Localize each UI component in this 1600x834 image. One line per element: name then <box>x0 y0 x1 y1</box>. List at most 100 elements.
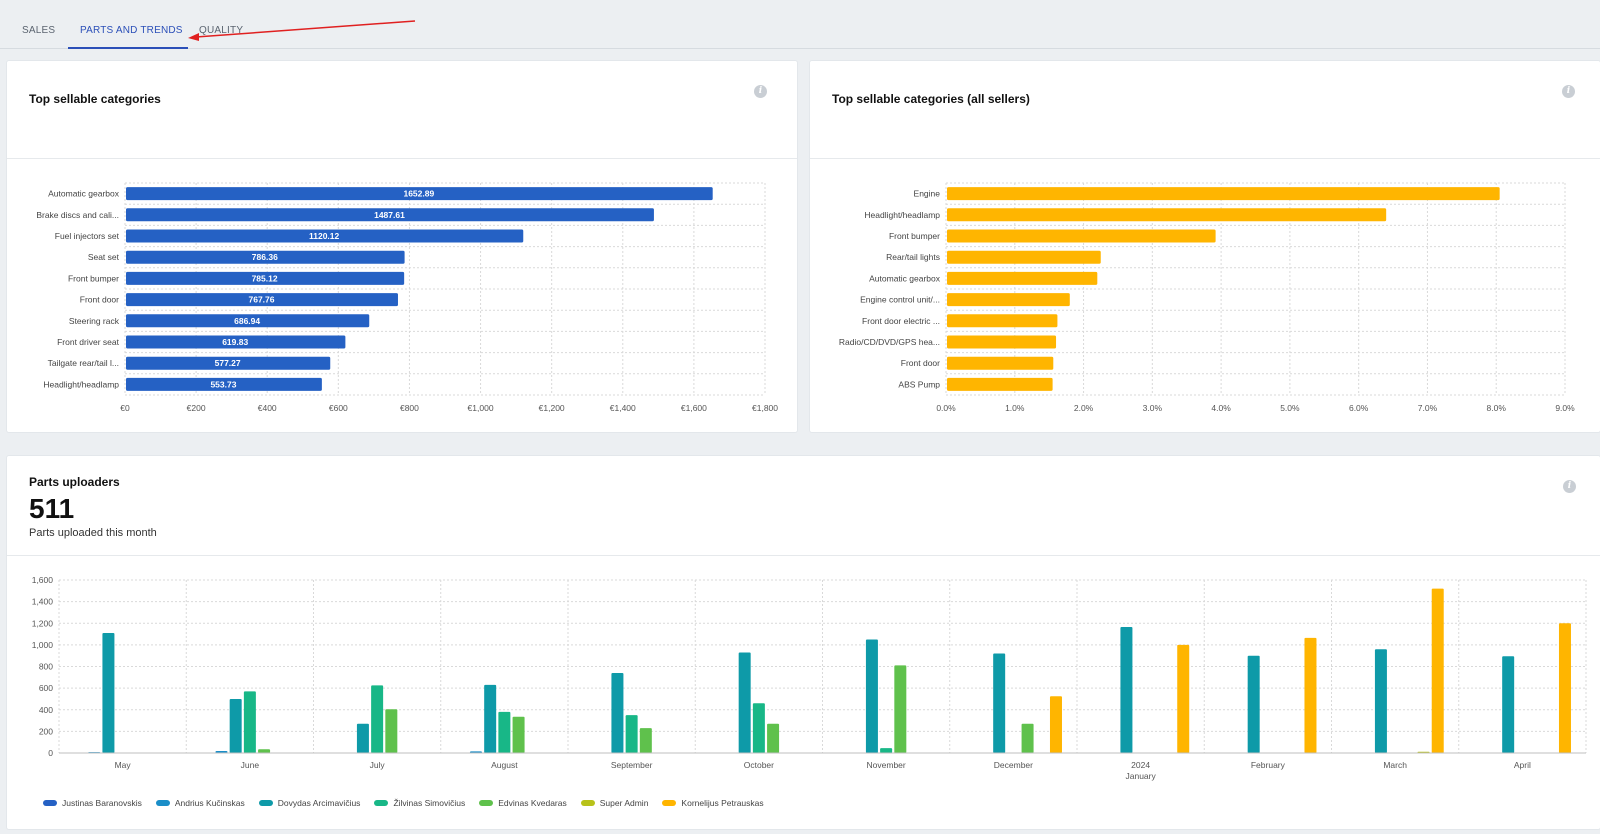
x-tick-label: €400 <box>258 403 277 413</box>
bar[interactable] <box>371 685 384 753</box>
top-categories-chart: €0 €200 €400 €600 €800 €1,000 €1,200 €1,400 €1,6… <box>36 182 778 413</box>
legend-item[interactable]: Kornelijus Petrauskas <box>662 798 764 808</box>
y-tick-label: 1,200 <box>32 618 54 628</box>
card-title: Top sellable categories (all sellers) <box>832 92 1030 106</box>
category-label: Front bumper <box>889 231 940 241</box>
info-icon[interactable]: i <box>754 85 767 98</box>
legend-item[interactable]: Žilvinas Simovičius <box>374 798 465 808</box>
bar[interactable] <box>894 665 907 753</box>
bar[interactable] <box>126 208 654 222</box>
y-tick-label: 0 <box>48 748 53 758</box>
bar[interactable] <box>126 356 331 370</box>
x-tick-label: 4.0% <box>1211 403 1231 413</box>
bar[interactable] <box>229 698 242 753</box>
bar[interactable] <box>767 723 780 753</box>
bar[interactable] <box>102 632 115 753</box>
tab-parts-and-trends[interactable]: PARTS AND TRENDS <box>80 25 183 36</box>
bar[interactable] <box>639 728 652 753</box>
tab-sales[interactable]: SALES <box>22 25 56 36</box>
x-tick-label: 7.0% <box>1418 403 1438 413</box>
category-label: Radio/CD/DVD/GPS hea... <box>839 337 940 347</box>
x-tick-label: March <box>1383 760 1407 770</box>
x-tick-label: April <box>1514 760 1531 770</box>
bar[interactable] <box>126 335 346 349</box>
legend-swatch <box>43 800 57 806</box>
bar[interactable] <box>752 703 765 753</box>
x-tick-label: 8.0% <box>1487 403 1507 413</box>
y-tick-label: 400 <box>39 705 53 715</box>
legend-item[interactable]: Dovydas Arcimavičius <box>258 798 360 808</box>
category-label: Engine control unit/... <box>860 295 940 305</box>
bar[interactable] <box>625 715 638 753</box>
category-label: Front door <box>901 358 940 368</box>
bar[interactable] <box>126 293 398 307</box>
bar-data-label: 1652.89 <box>403 189 434 199</box>
bar[interactable] <box>1304 637 1317 753</box>
x-tick-label: €800 <box>400 403 419 413</box>
bar[interactable] <box>611 672 624 753</box>
legend-swatch <box>155 800 170 806</box>
bar[interactable] <box>947 271 1098 285</box>
bar[interactable] <box>126 250 405 264</box>
bar[interactable] <box>126 314 370 328</box>
bar[interactable] <box>947 187 1500 201</box>
bar[interactable] <box>126 187 713 201</box>
bar[interactable] <box>243 691 256 753</box>
category-label: Fuel injectors set <box>55 231 120 241</box>
bar[interactable] <box>947 208 1387 222</box>
bar[interactable] <box>1177 644 1190 753</box>
bar[interactable] <box>947 229 1216 243</box>
legend-label: Žilvinas Simovičius <box>393 798 466 808</box>
legend-item[interactable]: Justinas Baranovskis <box>43 798 142 808</box>
bar[interactable] <box>1247 655 1260 753</box>
card-divider <box>810 158 1600 159</box>
bar[interactable] <box>947 335 1057 349</box>
bar[interactable] <box>126 377 322 391</box>
bar[interactable] <box>1120 627 1133 753</box>
x-tick-label: November <box>867 760 906 770</box>
top-categories-all-chart: 0.0% 1.0% 2.0% 3.0% 4.0% 5.0% 6.0% 7.0% 8.0% 9.0%… <box>839 182 1575 413</box>
info-icon[interactable]: i <box>1563 480 1576 493</box>
bar[interactable] <box>512 716 525 753</box>
info-icon[interactable]: i <box>1562 85 1575 98</box>
category-label: Steering rack <box>69 316 120 326</box>
bar[interactable] <box>947 250 1101 264</box>
bar[interactable] <box>1374 649 1387 753</box>
bar[interactable] <box>947 377 1053 391</box>
bar[interactable] <box>498 711 511 753</box>
bar[interactable] <box>1021 723 1034 753</box>
top-categories-all-card: Top sellable categories (all sellers) i … <box>810 61 1600 432</box>
legend-item[interactable]: Super Admin <box>580 798 648 808</box>
bar[interactable] <box>1558 623 1571 753</box>
x-tick-label: May <box>115 760 132 770</box>
annotation-arrow <box>188 20 416 41</box>
x-tick-label: December <box>994 760 1033 770</box>
legend-swatch <box>662 800 677 806</box>
x-tick-label: July <box>370 760 386 770</box>
category-label: ABS Pump <box>898 379 940 389</box>
legend-item[interactable]: Andrius Kučinskas <box>155 798 245 808</box>
bar[interactable] <box>385 709 398 753</box>
bar[interactable] <box>947 314 1058 328</box>
bar[interactable] <box>356 723 369 753</box>
x-tick-label: 1.0% <box>1005 403 1025 413</box>
bar[interactable] <box>1431 588 1444 753</box>
bar[interactable] <box>126 229 524 243</box>
tab-bar: SALES PARTS AND TRENDS QUALITY <box>0 0 1600 49</box>
bar[interactable] <box>880 748 893 753</box>
category-label: Headlight/headlamp <box>43 379 119 389</box>
bar[interactable] <box>738 652 751 753</box>
bar[interactable] <box>947 293 1070 307</box>
bar[interactable] <box>865 639 878 753</box>
tab-quality[interactable]: QUALITY <box>199 25 244 36</box>
bar[interactable] <box>484 684 497 753</box>
bar[interactable] <box>1049 696 1062 753</box>
bar[interactable] <box>947 356 1054 370</box>
x-tick-label: €1,000 <box>468 403 494 413</box>
bar[interactable] <box>126 271 405 285</box>
bar[interactable] <box>1502 656 1515 753</box>
bar[interactable] <box>993 653 1006 753</box>
bar[interactable] <box>258 749 271 753</box>
x-tick-label: August <box>491 760 518 770</box>
legend-item[interactable]: Edvinas Kvedaras <box>479 798 567 808</box>
